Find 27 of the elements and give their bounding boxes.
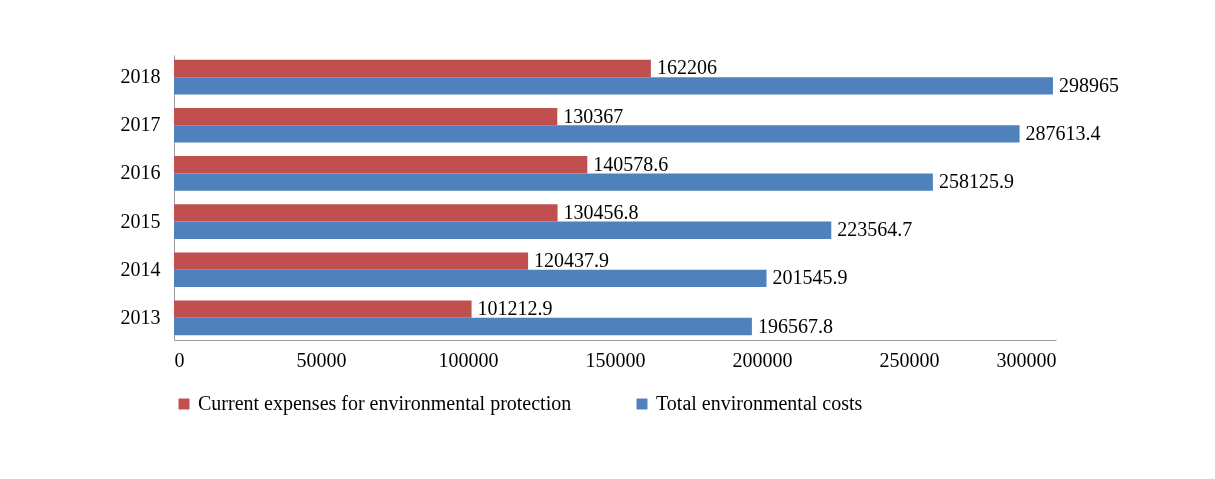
y-tick-label: 2018 xyxy=(120,65,161,88)
x-tick-label: 100000 xyxy=(438,348,499,371)
data-label: 201545.9 xyxy=(772,266,848,289)
data-label: 140578.6 xyxy=(593,152,669,175)
y-tick-label: 2014 xyxy=(120,257,161,280)
x-tick-label: 0 xyxy=(174,348,185,371)
legend-label: Total environmental costs xyxy=(656,392,863,414)
data-label: 162206 xyxy=(656,56,717,79)
data-label: 223564.7 xyxy=(837,218,913,241)
y-tick-label: 2013 xyxy=(120,305,161,328)
x-tick-label: 150000 xyxy=(585,348,646,371)
y-tick-label: 2015 xyxy=(120,209,161,232)
data-label: 196567.8 xyxy=(757,314,833,337)
x-tick-label: 200000 xyxy=(732,348,793,371)
y-tick-label: 2016 xyxy=(120,161,161,184)
data-label: 258125.9 xyxy=(938,170,1014,193)
x-tick-label: 50000 xyxy=(296,348,347,371)
x-tick-label: 300000 xyxy=(996,348,1057,371)
y-tick-label: 2017 xyxy=(120,113,161,136)
x-tick-label: 250000 xyxy=(879,348,940,371)
data-label: 130367 xyxy=(563,104,624,127)
data-label: 287613.4 xyxy=(1025,121,1101,144)
data-label: 298965 xyxy=(1058,73,1119,96)
data-label: 101212.9 xyxy=(477,297,553,320)
data-label: 120437.9 xyxy=(534,249,610,272)
legend-label: Current expenses for environmental protection xyxy=(198,392,572,415)
data-label: 130456.8 xyxy=(563,200,639,223)
